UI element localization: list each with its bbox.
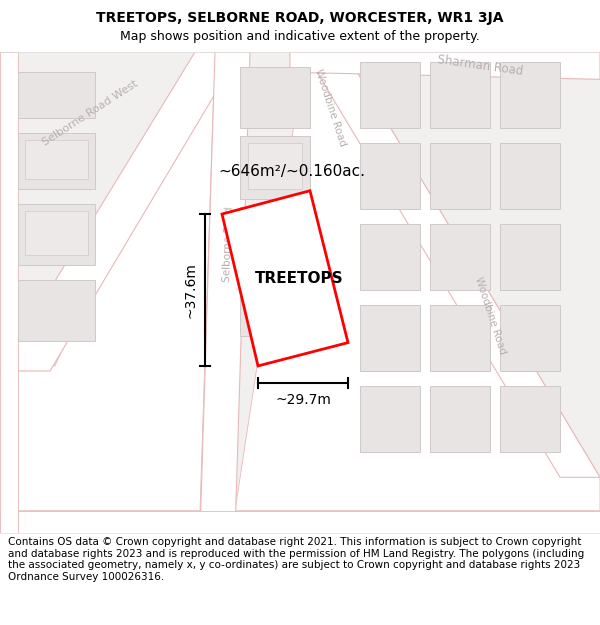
Polygon shape (0, 511, 600, 533)
Polygon shape (430, 305, 490, 371)
Polygon shape (500, 305, 560, 371)
Polygon shape (360, 143, 420, 209)
Text: Selborne Road: Selborne Road (221, 206, 235, 282)
Text: Woodbine Road: Woodbine Road (313, 68, 347, 148)
Polygon shape (222, 191, 348, 366)
Polygon shape (0, 52, 18, 533)
Polygon shape (248, 214, 302, 254)
Polygon shape (18, 280, 95, 341)
Text: ~37.6m: ~37.6m (183, 262, 197, 318)
Text: Selborne Road West: Selborne Road West (40, 78, 140, 148)
Text: Woodbine Road: Woodbine Road (473, 275, 507, 355)
Polygon shape (430, 143, 490, 209)
Text: TREETOPS, SELBORNE ROAD, WORCESTER, WR1 3JA: TREETOPS, SELBORNE ROAD, WORCESTER, WR1 … (96, 11, 504, 26)
Polygon shape (25, 140, 88, 179)
Polygon shape (235, 52, 600, 511)
Polygon shape (240, 68, 310, 128)
Polygon shape (0, 52, 600, 533)
Text: ~29.7m: ~29.7m (275, 393, 331, 408)
Polygon shape (240, 207, 310, 264)
Polygon shape (430, 224, 490, 290)
Text: Sharman Road: Sharman Road (436, 52, 524, 78)
Polygon shape (430, 386, 490, 452)
Polygon shape (500, 224, 560, 290)
Polygon shape (430, 62, 490, 128)
Polygon shape (360, 62, 420, 128)
Polygon shape (240, 136, 310, 199)
Polygon shape (18, 204, 95, 264)
Polygon shape (18, 133, 95, 189)
Polygon shape (200, 52, 250, 533)
Polygon shape (18, 52, 215, 511)
Polygon shape (18, 72, 95, 118)
Polygon shape (360, 386, 420, 452)
Text: TREETOPS: TREETOPS (255, 271, 344, 286)
Polygon shape (248, 143, 302, 189)
Polygon shape (240, 272, 310, 336)
Polygon shape (305, 52, 600, 478)
Polygon shape (500, 62, 560, 128)
Polygon shape (360, 305, 420, 371)
Polygon shape (500, 386, 560, 452)
Polygon shape (290, 52, 600, 79)
Text: Map shows position and indicative extent of the property.: Map shows position and indicative extent… (120, 29, 480, 42)
Polygon shape (25, 211, 88, 254)
Text: Contains OS data © Crown copyright and database right 2021. This information is : Contains OS data © Crown copyright and d… (8, 537, 584, 582)
Polygon shape (500, 143, 560, 209)
Text: ~646m²/~0.160ac.: ~646m²/~0.160ac. (218, 164, 365, 179)
Polygon shape (0, 52, 240, 371)
Polygon shape (360, 224, 420, 290)
